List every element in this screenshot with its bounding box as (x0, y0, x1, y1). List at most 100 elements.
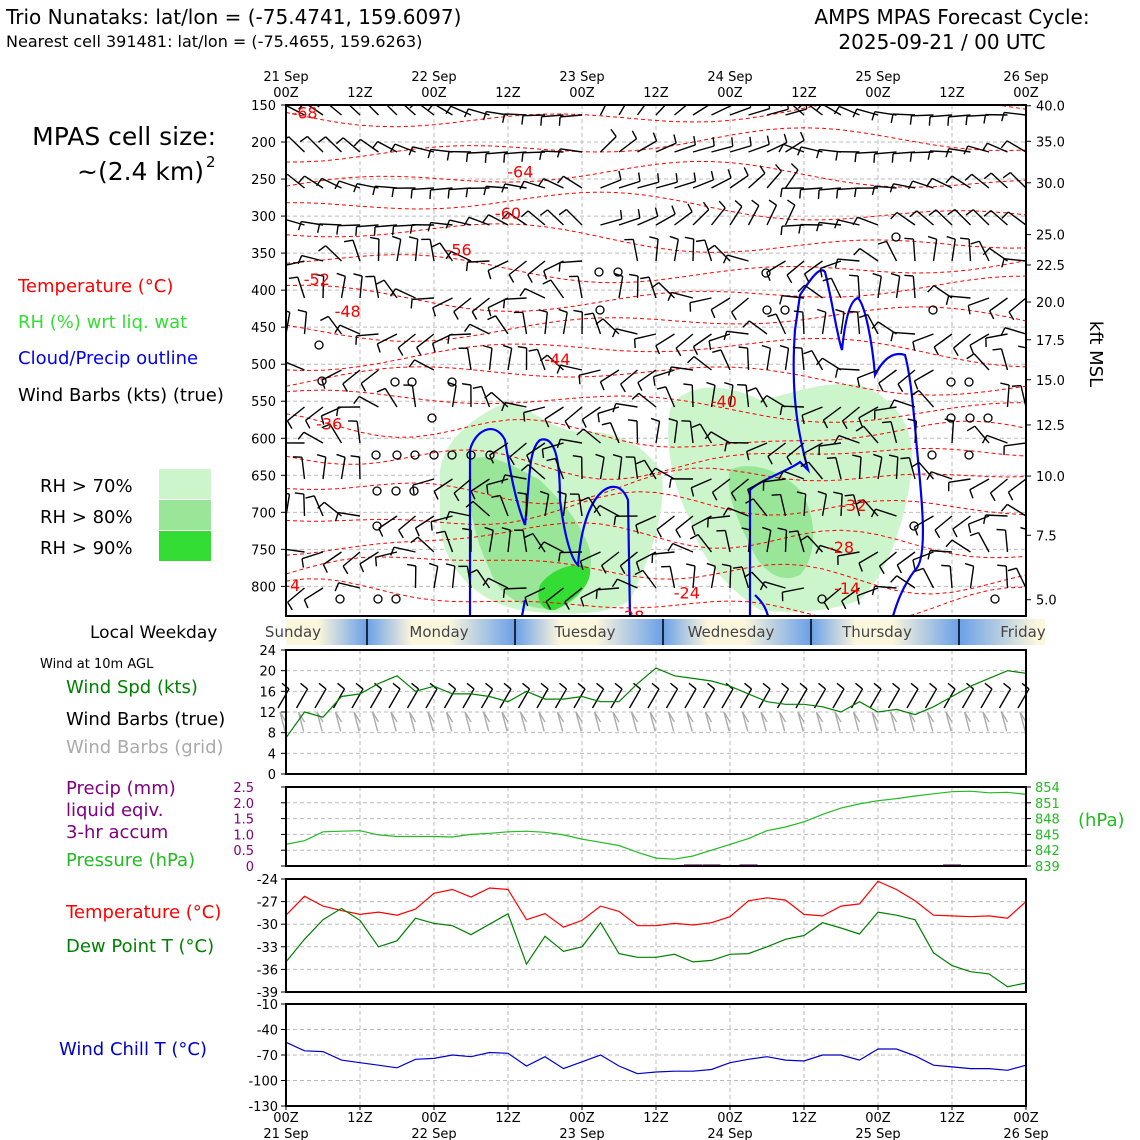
wind-ytick-label: 0 (268, 768, 276, 783)
wind-barb (674, 180, 696, 189)
wind-barb-feather (523, 412, 526, 422)
wind-barb (509, 442, 527, 458)
wind-barb-feather (823, 601, 830, 611)
grid-wind-barb-feather (871, 711, 879, 723)
wind-barb-feather (650, 417, 660, 422)
wind-barb (600, 179, 622, 189)
wind-barb-feather (888, 454, 898, 458)
wind-barb-feather (656, 529, 662, 538)
cell-size-exponent: 2 (206, 153, 216, 171)
grid-wind-barb-feather (556, 711, 565, 723)
wind-barb-feather (834, 258, 839, 268)
wind-barb-feather (960, 237, 970, 240)
wind-barb (948, 478, 971, 483)
true-wind-barb (739, 688, 753, 709)
wind-barb (466, 348, 472, 371)
true-wind-barb (961, 688, 975, 709)
wind-barb-feather (321, 423, 331, 429)
temperature-contour (286, 254, 1026, 284)
wind-barb (329, 423, 343, 444)
temperature-contour (286, 389, 1026, 423)
wind-barb (985, 514, 1008, 517)
wind-barb-feather (652, 132, 658, 142)
wind-barb (1015, 567, 1026, 589)
td-ytick-label: -30 (257, 918, 278, 933)
wind-barb (731, 478, 749, 494)
wind-barb-feather (334, 582, 340, 592)
pressure-tick-label: 851 (1035, 797, 1060, 812)
wind-barb (286, 477, 287, 479)
wind-barb-feather (336, 272, 346, 277)
wind-barb (912, 276, 916, 299)
wind-barb (304, 175, 324, 189)
wind-barb-feather (706, 381, 716, 386)
temperature-contour (286, 161, 1026, 188)
wind-barb (581, 406, 601, 420)
wind-ytick-label: 8 (268, 727, 276, 742)
pressure-line (285, 790, 1027, 860)
wind-barb (819, 221, 842, 226)
wind-barb-feather (287, 601, 293, 611)
temperature-contour (286, 491, 1026, 525)
wind-barb (523, 406, 546, 414)
grid-wind-barb-feather (815, 711, 824, 723)
wind-barb-feather (267, 417, 270, 426)
wind-panel: Wind at 10m AGL Wind Spd (kts) Wind Barb… (40, 644, 1030, 783)
true-wind-barb (869, 688, 882, 709)
wind-barb-feather (686, 563, 696, 567)
wind-barb (655, 213, 676, 226)
wind-barb (801, 406, 823, 416)
wind-barb-feather (704, 431, 712, 440)
temperature-contour-label: -48 (335, 302, 361, 321)
wind-barb-feather (675, 347, 682, 357)
calm-wind-circle (314, 340, 324, 350)
wind-barb-feather (946, 235, 956, 240)
wind-barb-feather (378, 528, 384, 537)
wind-barb-feather (355, 335, 358, 345)
wind-barb (755, 387, 768, 408)
grid-wind-barb (741, 711, 749, 732)
wind-barb (527, 464, 546, 480)
true-wind-barb (776, 688, 790, 709)
wind-barb-feather (759, 165, 766, 174)
wind-barb (450, 250, 472, 262)
wind-barb (708, 515, 731, 520)
wind-barb (811, 350, 824, 371)
wind-barb-feather (1020, 526, 1026, 531)
xs-ytick-label: 750 (251, 543, 276, 558)
wind-barb-feather (741, 527, 751, 531)
wind-barb-feather (945, 295, 950, 306)
temperature-contour-label: -56 (446, 240, 472, 259)
true-wind-barb (314, 688, 327, 709)
temperature-contour (286, 191, 1026, 221)
wind-barb-feather (718, 200, 726, 209)
legend-rh: RH (%) wrt liq. wat (18, 312, 187, 333)
true-wind-barb (906, 688, 919, 709)
wind-barb-feather (432, 307, 437, 317)
xs-ytick-label: 150 (251, 99, 276, 114)
xs-frame (285, 104, 1027, 617)
weekday-seg-1 (367, 619, 515, 645)
wind-barb-feather (651, 554, 654, 564)
wind-barb-feather (482, 111, 487, 121)
wind-barb (358, 395, 379, 408)
cell-size-label: MPAS cell size: (32, 122, 216, 151)
wind-barb (890, 421, 898, 444)
true-wind-barb-feather (984, 682, 993, 690)
grid-wind-barb (575, 711, 582, 732)
wind-barb (893, 399, 916, 408)
wind-barb-feather (389, 288, 397, 297)
wind-barb-feather (952, 347, 959, 357)
wind-barb (636, 105, 646, 116)
wind-barb (918, 461, 935, 480)
wind-barb (448, 333, 472, 336)
grid-wind-barb (408, 711, 416, 732)
cell-size-value: ~(2.4 km) (77, 157, 204, 186)
wind-barb (692, 209, 710, 226)
temperature-contour (286, 306, 1026, 342)
true-wind-barb-feather (448, 682, 456, 690)
wind-barb (523, 180, 546, 189)
wind-barb-feather (835, 151, 839, 161)
wind-barb (912, 333, 934, 343)
